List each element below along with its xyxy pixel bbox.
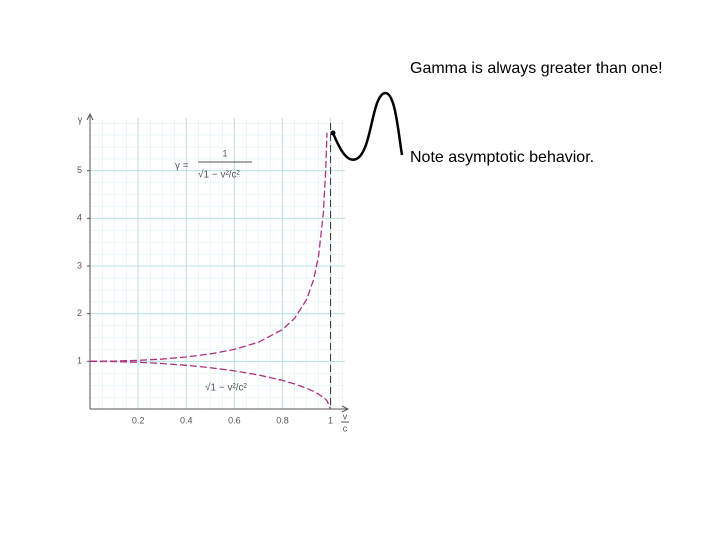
- pointer-curve: [331, 91, 404, 161]
- y-arrow: [86, 112, 94, 121]
- x-axis-label: v: [343, 411, 348, 421]
- y-tick-label: 4: [77, 213, 82, 223]
- y-tick-label: 3: [77, 260, 82, 270]
- formula-denominator: √1 − v²/c²: [198, 169, 241, 181]
- y-tick-label: 1: [77, 356, 82, 366]
- y-axis-label: γ: [78, 114, 83, 124]
- pointer-dot: [330, 130, 336, 136]
- x-tick-label: 0.6: [228, 415, 241, 425]
- formula-lhs: γ =: [175, 161, 189, 172]
- x-axis-label: c: [343, 423, 348, 433]
- formula-root: √1 − v²/c²: [205, 382, 248, 394]
- series-line: [89, 132, 328, 362]
- x-tick-label: 0.2: [132, 415, 145, 425]
- y-tick-label: 5: [77, 165, 82, 175]
- x-arrow: [341, 405, 350, 413]
- formula-numerator: 1: [222, 148, 227, 158]
- x-tick-label: 0.8: [276, 415, 289, 425]
- x-tick-label: 0.4: [180, 415, 193, 425]
- y-tick-label: 2: [77, 308, 82, 318]
- series-line: [89, 360, 332, 410]
- note: Gamma is always greater than one!: [410, 60, 663, 77]
- note: Note asymptotic behavior.: [410, 149, 595, 166]
- x-tick-label: 1: [328, 415, 333, 425]
